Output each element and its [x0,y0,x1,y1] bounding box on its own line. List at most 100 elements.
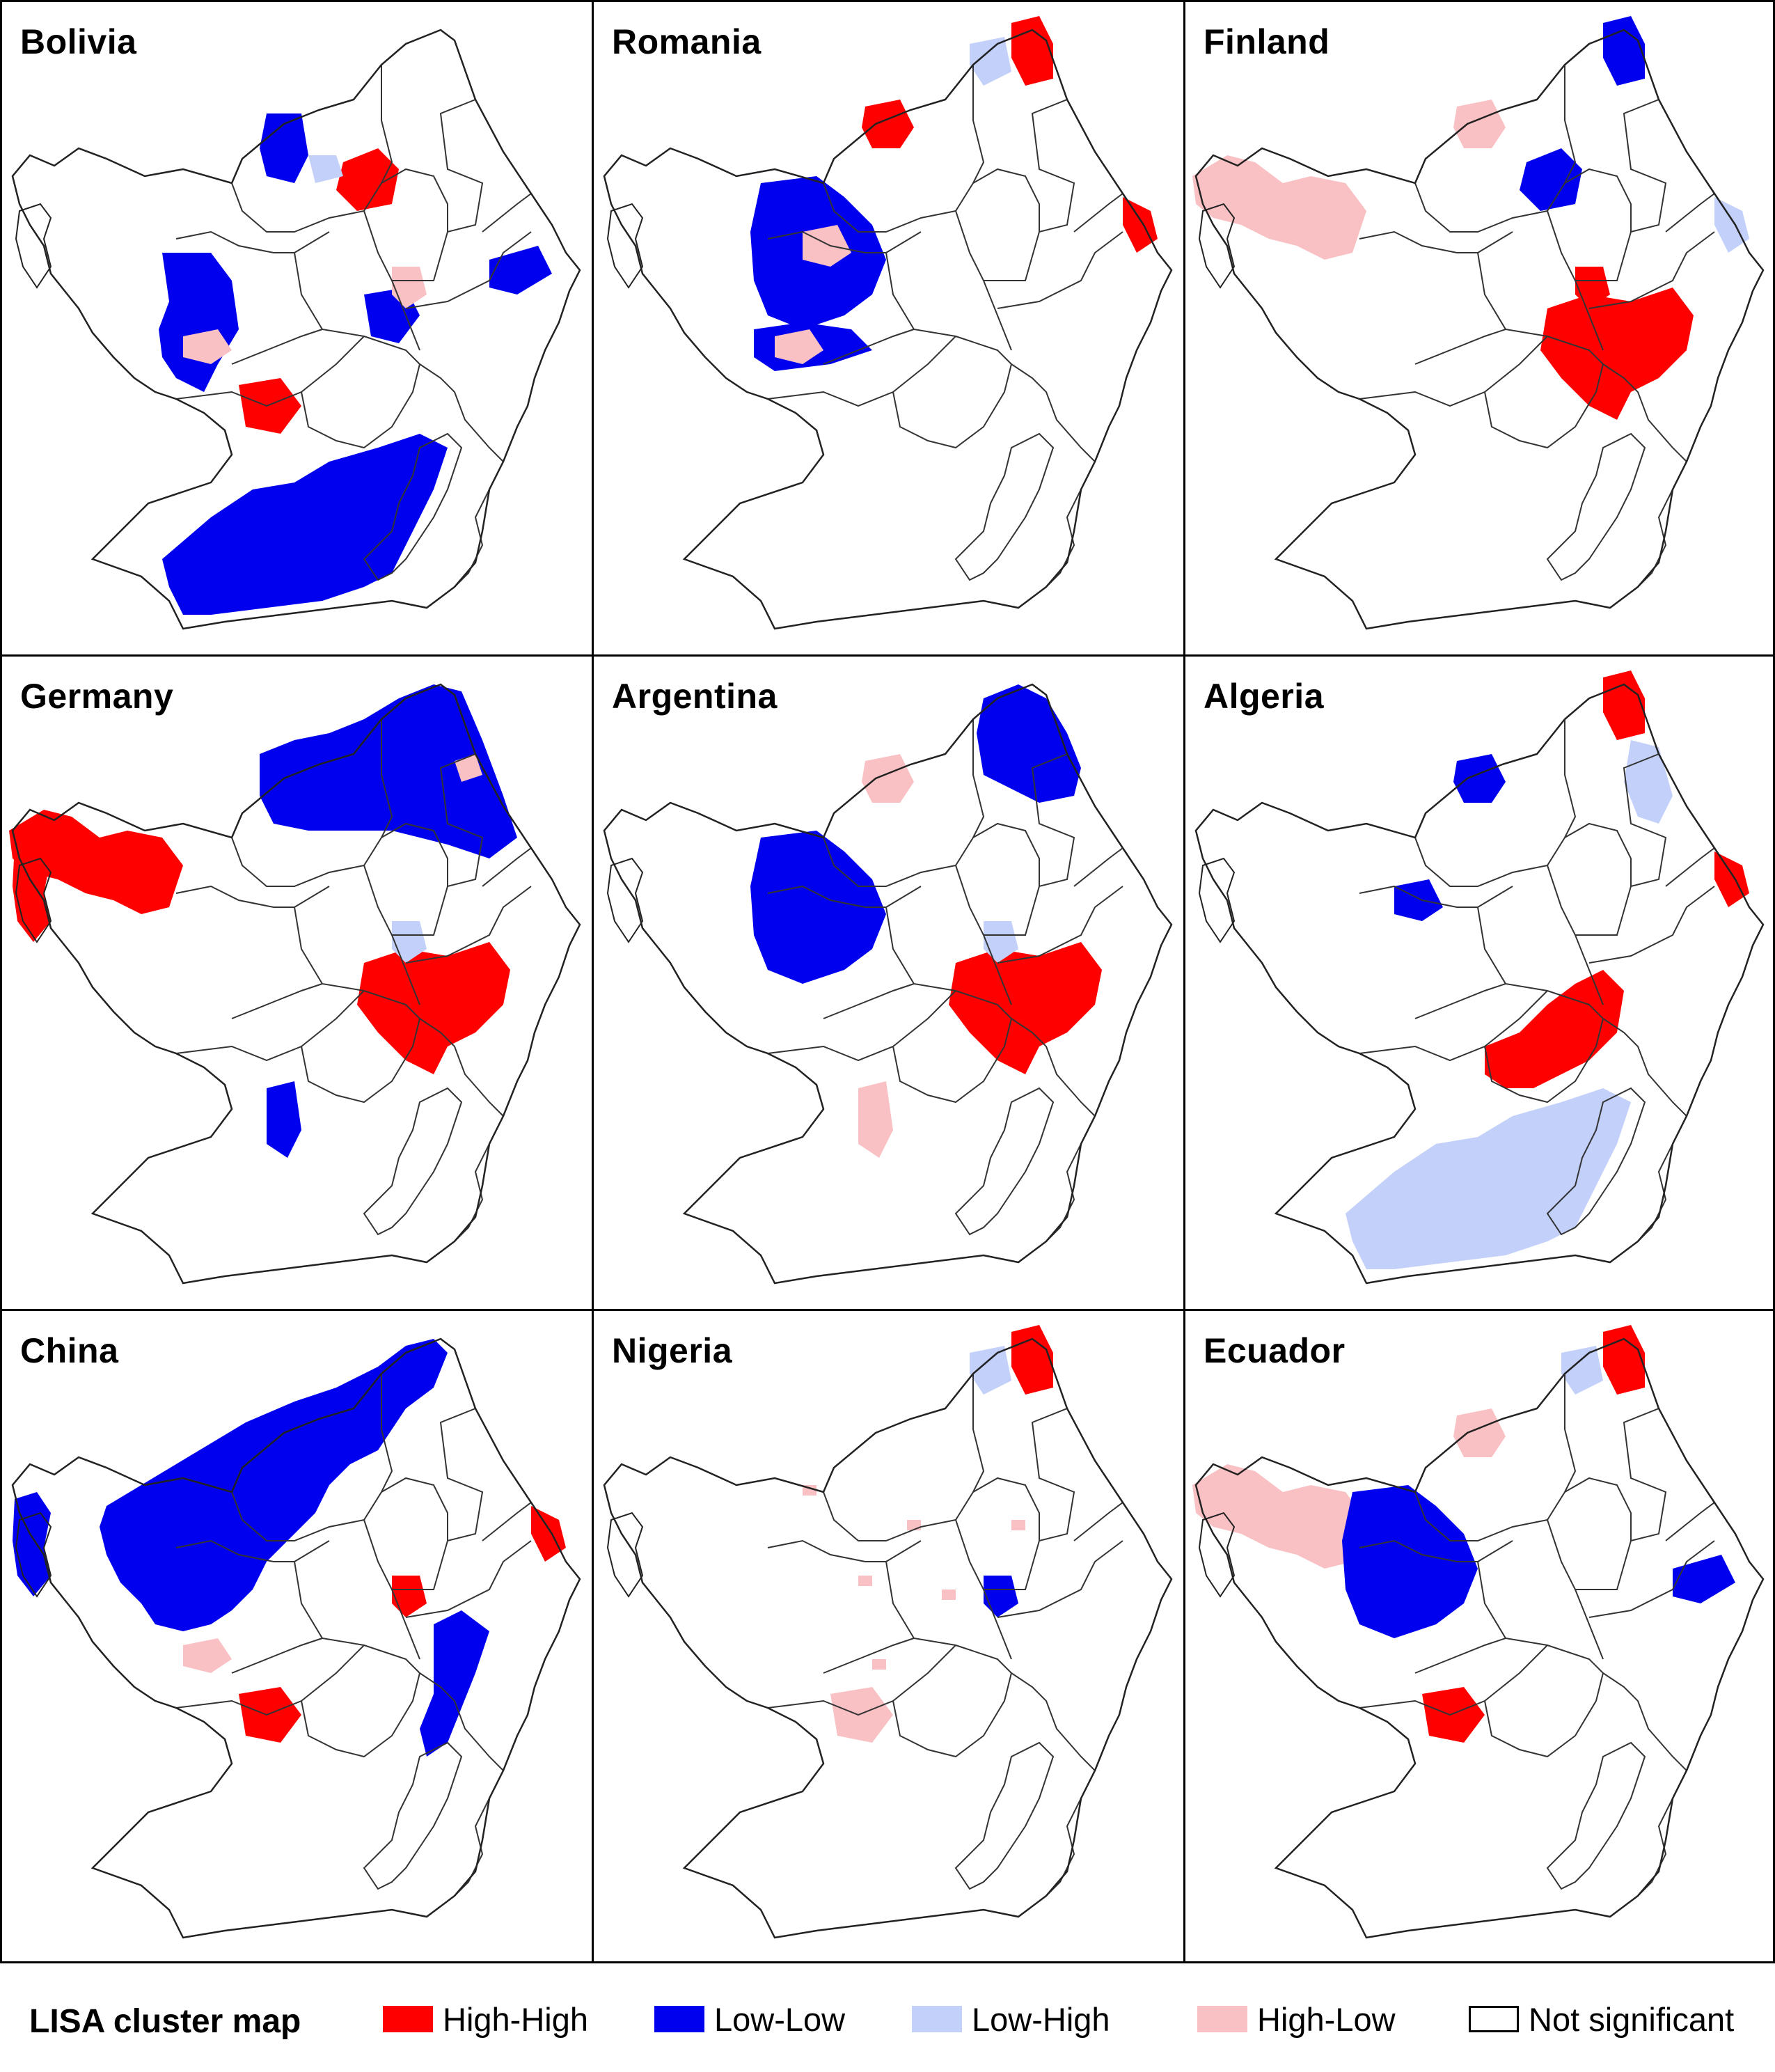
district-boundary-10 [1665,193,1715,233]
cluster-high-high-5 [531,1506,566,1562]
district-boundary-10 [1073,1502,1123,1541]
district-boundary-7 [231,983,323,1019]
city-outline [11,683,581,1285]
panel-title: Algeria [1204,677,1325,716]
district-boundary-10 [482,1502,532,1541]
district-boundary-6 [984,231,1040,281]
district-boundary-5 [997,1540,1123,1618]
cluster-low-high-5 [970,37,1011,86]
district-boundary-3 [1477,252,1604,365]
district-boundary-2 [767,885,922,908]
low-low-swatch [654,2006,704,2032]
district-boundary-6 [1575,231,1632,281]
district-boundary-8 [767,336,956,407]
district-boundary-8 [175,1645,365,1716]
port-outline [1546,432,1646,581]
district-boundary-3 [885,1561,1012,1674]
cluster-low-high-6 [1561,1346,1603,1395]
legend-item-high-high: High-High [383,1998,588,2040]
district-boundary-3 [1477,907,1604,1019]
district-boundary-9 [1484,1672,1604,1758]
district-boundary-8 [1359,336,1548,407]
district-boundary-3 [294,1561,420,1674]
low-high-swatch [912,2006,962,2032]
cluster-high-high-4 [1714,851,1749,907]
district-boundary-8 [1359,990,1548,1062]
cluster-high-high-4 [1123,197,1158,253]
district-boundary-0 [231,1374,393,1541]
map-panel-algeria: Algeria [1183,654,1775,1314]
map-svg [1192,16,1765,630]
district-boundary-5 [997,886,1123,964]
island-outline [1198,857,1236,943]
legend-label: Low-Low [714,2000,846,2038]
panel-title: Bolivia [20,22,137,61]
district-boundary-5 [405,1540,532,1618]
district-boundary-0 [823,719,985,887]
cluster-high-low-8 [392,267,427,308]
cluster-high-high-2 [357,942,510,1074]
city-outline [1194,29,1765,630]
cluster-low-low-0 [977,684,1081,803]
cluster-low-low-5 [1673,1555,1735,1603]
cluster-low-low-4 [1342,1485,1478,1638]
city-base [604,1339,1172,1938]
district-boundary-2 [767,1539,922,1562]
district-boundary-9 [892,363,1012,449]
high-high-swatch [383,2006,433,2032]
cluster-low-high-1 [1624,740,1673,824]
district-boundary-10 [1073,193,1123,233]
district-boundary-3 [1477,1561,1604,1674]
cluster-high-high-6 [239,378,301,434]
city-base [1196,1339,1763,1938]
district-boundary-9 [301,1672,420,1758]
port-outline [1546,1087,1646,1236]
district-boundary-1 [381,99,484,233]
district-boundary-9 [301,1018,420,1104]
cluster-high-low-1 [1453,1408,1506,1457]
map-svg [11,1337,581,1939]
district-boundary-3 [885,907,1012,1019]
legend-label: Low-High [972,2000,1110,2038]
cluster-low-high-6 [392,921,427,963]
cluster-low-low-2 [420,1610,489,1757]
district-boundary-10 [1073,847,1123,887]
district-boundary-0 [231,65,393,233]
district-boundary-2 [175,885,330,908]
city-base [1196,684,1763,1283]
port-outline [954,432,1055,581]
cluster-high-low-0 [1192,155,1366,260]
district-boundary-7 [823,329,915,365]
district-boundary-5 [405,231,532,309]
cluster-low-low-4 [267,1081,301,1158]
city-outline [603,683,1173,1285]
cluster-high-high-3 [1422,1687,1485,1743]
district-boundary-1 [381,753,484,888]
district-boundary-7 [823,1638,915,1674]
district-boundary-7 [231,329,323,365]
high-low-swatch [1197,2006,1247,2032]
district-boundary-3 [885,252,1012,365]
legend-label: High-High [443,2000,588,2038]
district-boundary-9 [892,1672,1012,1758]
district-boundary-0 [1414,1374,1577,1541]
district-boundary-3 [294,252,420,365]
district-boundary-8 [175,336,365,407]
panel-title: China [20,1331,119,1370]
map-panel-china: China [0,1309,594,1963]
map-grid: Bolivia Romania Finland Germany Argentina Alg… [0,0,1775,1963]
cluster-high-low-7 [183,329,232,364]
cluster-low-high-1 [970,1346,1011,1395]
cluster-high-low-4 [858,1081,893,1158]
district-boundary-1 [972,753,1075,888]
island-outline [1198,1512,1236,1598]
cluster-high-high-4 [239,1687,301,1743]
map-svg [1192,1325,1765,1939]
cluster-high-high-2 [862,100,914,148]
legend-item-high-low: High-Low [1197,1998,1396,2040]
district-boundary-2 [175,230,330,253]
district-boundary-10 [1665,1502,1715,1541]
district-boundary-1 [1564,99,1667,233]
panel-title: Nigeria [612,1331,733,1370]
island-outline [606,203,644,289]
